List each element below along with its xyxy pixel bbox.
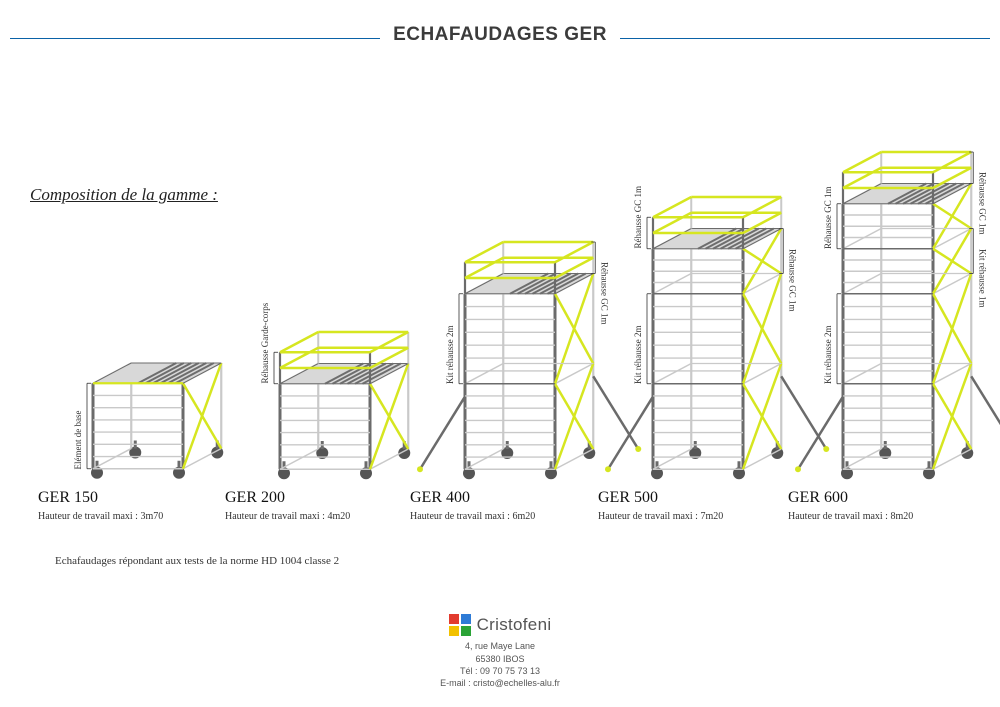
footer-address: 4, rue Maye Lane65380 IBOSTél : 09 70 75…	[0, 640, 1000, 689]
brand-name: Cristofeni	[477, 615, 552, 635]
tower-ger600: Kit réhausse 2mRéhausse GC 1mKit réhauss…	[788, 136, 1000, 522]
towers-row: Elément de base GER 150 Hauteur de trava…	[30, 102, 970, 522]
page: ECHAFAUDAGES GER Composition de la gamme…	[0, 0, 1000, 707]
norm-note: Echafaudages répondant aux tests de la n…	[55, 555, 339, 567]
brand-logo: Cristofeni	[449, 614, 552, 636]
tower-height-label: Hauteur de travail maxi : 8m20	[788, 511, 1000, 522]
tower-model-name: GER 600	[788, 489, 1000, 507]
logo-squares-icon	[449, 614, 471, 636]
page-title: ECHAFAUDAGES GER	[0, 24, 1000, 46]
footer: Cristofeni 4, rue Maye Lane65380 IBOSTél…	[0, 611, 1000, 689]
tower-diagram: Kit réhausse 2mRéhausse GC 1mKit réhauss…	[788, 136, 1000, 483]
